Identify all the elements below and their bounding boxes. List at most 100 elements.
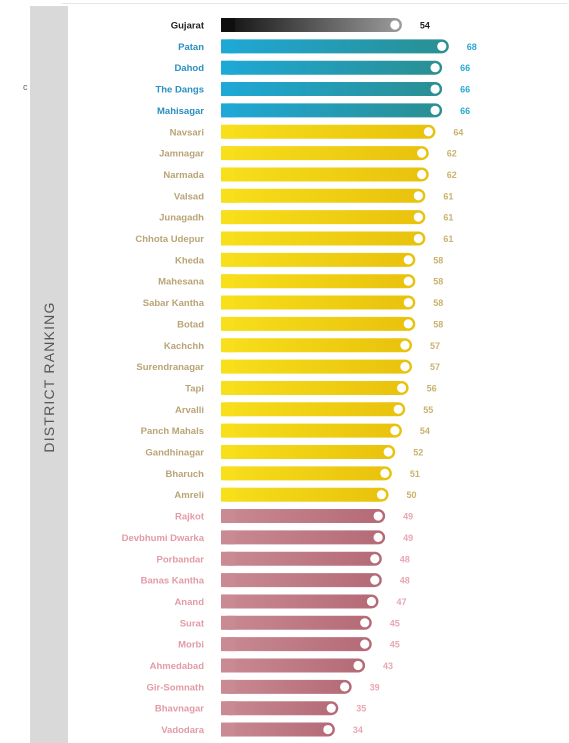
bar: [221, 103, 443, 118]
bar-start: [221, 252, 235, 267]
category-label: Panch Mahals: [141, 426, 204, 437]
bar: [221, 18, 402, 32]
bar-start: [221, 423, 235, 438]
category-label: Anand: [174, 597, 204, 608]
bar: [221, 39, 449, 54]
value-label: 57: [430, 362, 440, 372]
category-label: The Dangs: [155, 85, 204, 96]
bar-end-marker: [366, 596, 377, 607]
bar: [221, 316, 416, 331]
bar: [221, 551, 382, 566]
bar: [221, 146, 429, 161]
bar-start: [221, 402, 235, 417]
value-label: 54: [420, 21, 430, 31]
bar-start: [221, 551, 235, 566]
bar-end-marker: [400, 340, 410, 350]
bar-end-marker: [430, 84, 440, 94]
bar: [221, 124, 436, 139]
bar-start: [221, 167, 235, 182]
bar: [221, 423, 402, 438]
category-label: Jamnagar: [159, 149, 204, 160]
bar-end-marker: [413, 212, 423, 222]
bar: [221, 594, 379, 609]
bar-end-marker: [413, 233, 423, 244]
bar-end-marker: [370, 575, 380, 585]
bar-end-marker: [437, 41, 447, 51]
category-label: Surat: [180, 618, 205, 629]
bar-start: [221, 594, 235, 609]
top-rule: [62, 3, 567, 4]
value-label: 68: [467, 42, 477, 52]
value-label: 58: [433, 277, 443, 287]
bar-end-marker: [326, 703, 336, 713]
value-label: 49: [403, 533, 413, 543]
bar-end-marker: [423, 127, 433, 137]
category-label: Mahesana: [158, 277, 205, 288]
category-label: Devbhumi Dwarka: [122, 533, 205, 544]
value-label: 51: [410, 469, 420, 479]
bar: [221, 658, 366, 673]
category-label: Vadodara: [161, 725, 204, 736]
bar: [221, 252, 416, 267]
category-label: Navsari: [170, 127, 204, 138]
value-label: 39: [370, 682, 380, 692]
category-label: Bharuch: [165, 469, 204, 480]
bar-end-marker: [376, 490, 387, 500]
bar: [221, 679, 352, 694]
value-label: 66: [460, 85, 470, 95]
bar-start: [221, 316, 235, 331]
value-label: 62: [447, 149, 457, 159]
bar: [221, 60, 443, 75]
bar-start: [221, 615, 235, 630]
category-label: Botad: [177, 319, 204, 330]
category-label: Sabar Kantha: [143, 298, 205, 309]
bar-end-marker: [360, 618, 370, 628]
bar: [221, 509, 386, 524]
bar-end-marker: [373, 511, 383, 521]
value-label: 58: [433, 319, 443, 329]
bar-end-marker: [397, 383, 407, 393]
category-label: Junagadh: [159, 213, 204, 224]
value-label: 47: [396, 597, 406, 607]
bar-end-marker: [323, 724, 333, 735]
value-label: 58: [433, 298, 443, 308]
bar: [221, 210, 426, 225]
value-label: 35: [356, 704, 366, 714]
bar-end-marker: [403, 297, 413, 308]
category-label: Gandhinagar: [145, 448, 204, 459]
value-label: 57: [430, 341, 440, 351]
category-label: Tapi: [185, 383, 204, 394]
bar-start: [221, 231, 235, 246]
value-label: 52: [413, 448, 423, 458]
category-label: Dahod: [174, 63, 204, 74]
category-label: Mahisagar: [157, 106, 204, 117]
bar-end-marker: [353, 660, 363, 671]
bar: [221, 701, 339, 716]
bar-end-marker: [390, 426, 400, 436]
category-label: Gujarat: [171, 21, 205, 32]
category-label: Surendranagar: [136, 362, 204, 373]
bar-start: [221, 637, 235, 652]
value-label: 64: [453, 127, 463, 137]
value-label: 61: [443, 234, 453, 244]
bar-start: [221, 359, 235, 374]
bar-end-marker: [430, 63, 440, 73]
bar-end-marker: [417, 148, 427, 158]
bar-start: [221, 530, 235, 545]
bar-end-marker: [403, 255, 413, 265]
bar-start: [221, 573, 235, 588]
bar-end-marker: [417, 169, 427, 180]
bar-start: [221, 658, 235, 673]
bar-start: [221, 39, 235, 54]
bar-start: [221, 380, 235, 395]
bar: [221, 338, 412, 353]
bar-start: [221, 509, 235, 524]
category-label: Arvalli: [175, 405, 204, 416]
bar-start: [221, 188, 235, 203]
value-label: 54: [420, 426, 430, 436]
category-label: Porbandar: [156, 554, 204, 565]
bar-end-marker: [380, 468, 390, 478]
value-label: 62: [447, 170, 457, 180]
category-label: Narmada: [163, 170, 204, 181]
